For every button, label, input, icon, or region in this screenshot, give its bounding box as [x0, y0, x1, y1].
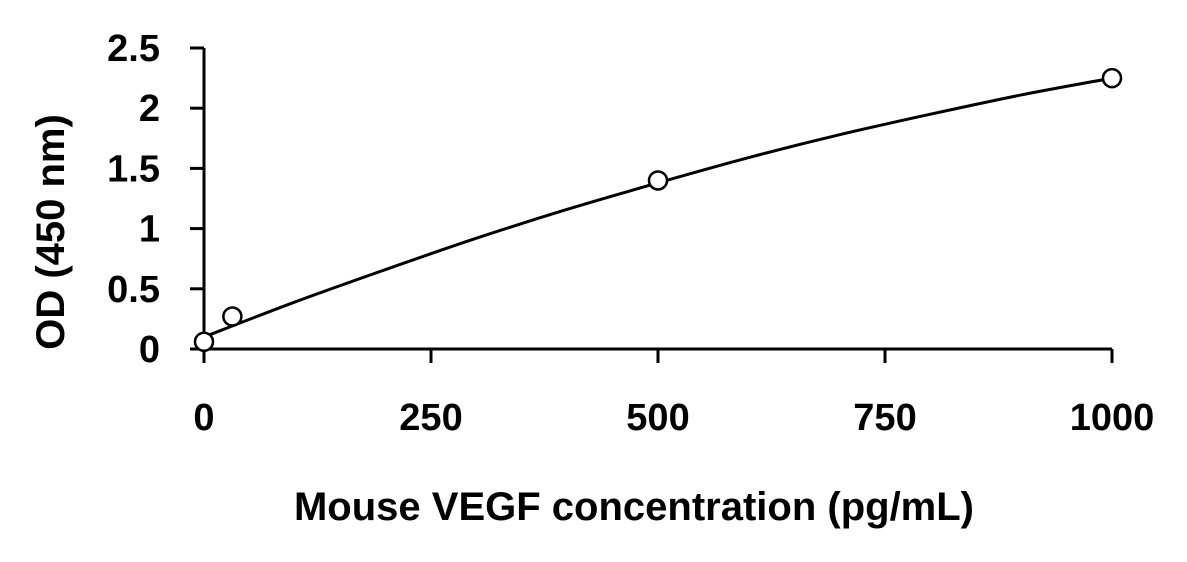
y-tick-label: 0 [139, 329, 160, 371]
data-point [222, 306, 243, 327]
data-point [193, 331, 215, 353]
axes [202, 48, 1112, 351]
x-axis-ticks: 0 250 500 750 1000 [193, 349, 1154, 439]
y-tick-label: 2.5 [107, 28, 160, 70]
y-axis-ticks: 0 0.5 1 1.5 2 2.5 [107, 28, 204, 371]
data-point [647, 170, 669, 191]
fit-curve-layer [203, 76, 1113, 339]
x-tick-label: 1000 [1070, 397, 1155, 439]
y-axis-title: OD (450 nm) [29, 114, 73, 350]
x-tick-label: 250 [399, 397, 462, 439]
data-point [1101, 67, 1123, 89]
x-tick-label: 750 [853, 397, 916, 439]
data-points-layer [193, 67, 1123, 353]
y-tick-label: 1.5 [107, 148, 160, 190]
x-axis-title: Mouse VEGF concentration (pg/mL) [294, 485, 974, 529]
x-tick-label: 0 [193, 397, 214, 439]
y-tick-label: 2 [139, 88, 160, 130]
fit-curve [203, 76, 1113, 339]
y-tick-label: 0.5 [107, 269, 160, 311]
y-tick-label: 1 [139, 209, 160, 251]
x-tick-label: 500 [626, 397, 689, 439]
